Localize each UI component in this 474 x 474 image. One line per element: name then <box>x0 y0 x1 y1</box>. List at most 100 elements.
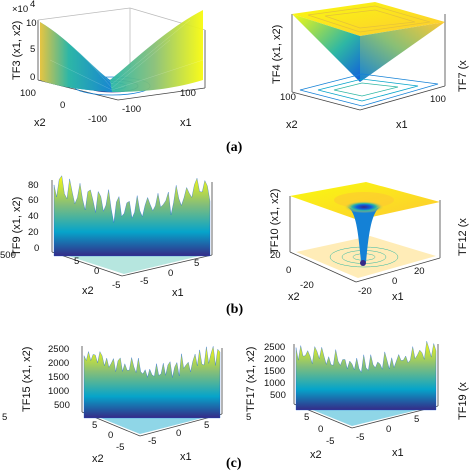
panel-tf4: 100 100 TF4 (x1, x2) x2 x1 <box>271 2 446 131</box>
axes-box-tf4 <box>291 14 446 111</box>
z-label-tf15: TF15 (x1, x2) <box>21 347 33 412</box>
axes-box-tf15 <box>81 346 223 437</box>
y-tick-tf10-1: 0 <box>286 265 291 276</box>
cut-label-tf12: TF12 (x <box>457 218 469 256</box>
y-label-tf4: x2 <box>286 119 298 131</box>
z-tick-tf3-2: 0 <box>30 72 35 83</box>
panel-tf3: ×10 4 10 5 0 TF3 (x1, x2) 100 0 -100 -10… <box>11 0 206 129</box>
x-label-tf3: x1 <box>180 117 192 129</box>
surface-tf17 <box>295 341 437 411</box>
cut-tick-left-c: 5 <box>2 412 7 423</box>
x-tick-tf17-1: 0 <box>386 424 391 435</box>
x-tick-tf9-1: 5 <box>194 258 199 269</box>
y-tick-tf9-2: -5 <box>112 280 120 291</box>
caption-a: (a) <box>226 140 243 155</box>
x-tick-tf10-0: 20 <box>414 266 425 277</box>
x-tick-tf10-2: -20 <box>358 286 372 297</box>
surface-tf15 <box>83 346 221 419</box>
x-tick-tf15-1: 0 <box>176 428 181 439</box>
y-label-tf17: x2 <box>310 449 322 461</box>
surface-tf4-pyramid-left <box>292 14 360 82</box>
y-tick-tf17-1: 0 <box>318 424 323 435</box>
y-tick-tf4-0: 100 <box>280 92 296 103</box>
y-tick-tf15-0: 5 <box>92 420 97 431</box>
z-label-tf17: TF17 (x1, x2) <box>245 347 257 412</box>
surface-tf9 <box>53 175 211 257</box>
y-tick-tf9-0: 5 <box>74 256 79 267</box>
panel-tf17: 2500 2000 1500 1000 500 TF17 (x1, x2) 5 … <box>245 341 439 461</box>
x-tick-tf4-0: 100 <box>430 94 446 105</box>
y-tick-tf17-0: 5 <box>304 412 309 423</box>
x-tick-tf15-0: 5 <box>204 420 209 431</box>
z-tick-tf15-0: 2500 <box>48 344 69 355</box>
panel-tf10: 20 0 -20 -20 0 20 TF10 (x1, x2) x2 x1 <box>269 182 441 303</box>
z-label-tf3: TF3 (x1, x2) <box>11 21 23 80</box>
y-tick-tf15-2: -5 <box>116 442 124 453</box>
surface-tf10-minimum <box>360 260 366 266</box>
z-tick-tf17-4: 500 <box>270 390 286 401</box>
z-tick-tf15-1: 2000 <box>48 358 69 369</box>
caption-b: (b) <box>226 302 243 317</box>
surface-tf3-left-face <box>40 22 112 92</box>
z-exponent-power-tf3: 4 <box>30 0 35 10</box>
surface-tf4-pyramid-right <box>360 22 445 82</box>
cut-tick-mid-c: 5 <box>246 412 251 423</box>
axes-box-tf10 <box>289 196 441 283</box>
z-tick-tf17-2: 1500 <box>264 366 285 377</box>
z-tick-tf17-3: 1000 <box>264 378 285 389</box>
y-tick-tf3-0: 100 <box>20 88 36 99</box>
z-tick-tf3-1: 5 <box>30 44 35 55</box>
x-tick-tf3-0: -100 <box>122 104 141 115</box>
z-label-tf9: TF9 (x1, x2) <box>11 197 23 256</box>
y-label-tf3: x2 <box>34 117 46 129</box>
floor-contours-tf4 <box>299 73 439 107</box>
x-tick-tf17-2: -5 <box>356 432 364 443</box>
panel-tf15: 2500 2000 1500 1000 500 TF15 (x1, x2) 5 … <box>21 344 223 465</box>
y-tick-tf15-1: 0 <box>108 430 113 441</box>
cut-label-tf7: TF7 (x <box>457 60 469 92</box>
surface-tf10-funnel-mouth <box>344 201 384 213</box>
y-tick-tf10-2: -20 <box>300 280 314 291</box>
x-tick-tf9-0: 0 <box>168 268 173 279</box>
x-label-tf4: x1 <box>396 119 408 131</box>
z-tick-tf17-0: 2500 <box>264 342 285 353</box>
y-label-tf15: x2 <box>92 453 104 465</box>
y-tick-tf9-1: 0 <box>94 266 99 277</box>
cut-tick-left-b: 500 <box>0 250 16 261</box>
x-tick-tf10-1: 0 <box>392 276 397 287</box>
x-label-tf15: x1 <box>180 451 192 463</box>
y-tick-tf3-1: 0 <box>60 100 65 111</box>
cut-label-tf19: TF19 (x <box>457 382 469 420</box>
caption-c: (c) <box>226 456 242 471</box>
z-tick-tf15-2: 1500 <box>48 372 69 383</box>
z-tick-tf17-1: 2000 <box>264 354 285 365</box>
y-label-tf9: x2 <box>82 285 94 297</box>
z-tick-tf15-3: 1000 <box>48 386 69 397</box>
surface-tf4-top-contours <box>307 5 431 33</box>
panel-tf9: 80 60 40 20 0 TF9 (x1, x2) 5 0 -5 -5 0 5… <box>11 175 213 299</box>
x-label-tf10: x1 <box>392 291 404 303</box>
x-tick-tf17-0: 5 <box>414 414 419 425</box>
x-tick-tf9-2: -5 <box>140 276 148 287</box>
x-tick-tf15-2: -5 <box>148 436 156 447</box>
z-label-tf4: TF4 (x1, x2) <box>271 25 283 84</box>
surface-mesh-tf3 <box>49 19 204 91</box>
y-tick-tf10-0: 20 <box>270 250 281 261</box>
x-label-tf17: x1 <box>392 447 404 459</box>
y-tick-tf3-2: -100 <box>88 114 107 125</box>
z-tick-tf9-2: 40 <box>28 211 39 222</box>
z-label-tf10: TF10 (x1, x2) <box>269 189 281 254</box>
z-tick-tf15-4: 500 <box>54 400 70 411</box>
surface-tf4-top <box>292 2 445 36</box>
z-tick-tf9-3: 20 <box>28 227 39 238</box>
z-tick-tf9-4: 0 <box>34 243 39 254</box>
y-tick-tf17-2: -5 <box>326 436 334 447</box>
z-tick-tf9-0: 80 <box>28 180 39 191</box>
x-label-tf9: x1 <box>172 287 184 299</box>
z-tick-tf9-1: 60 <box>28 195 39 206</box>
x-tick-tf3-1: 100 <box>180 88 196 99</box>
surface-tf10-funnel <box>346 206 382 262</box>
z-tick-tf3-0: 10 <box>26 18 37 29</box>
z-exponent-tf3: ×10 <box>12 4 28 15</box>
